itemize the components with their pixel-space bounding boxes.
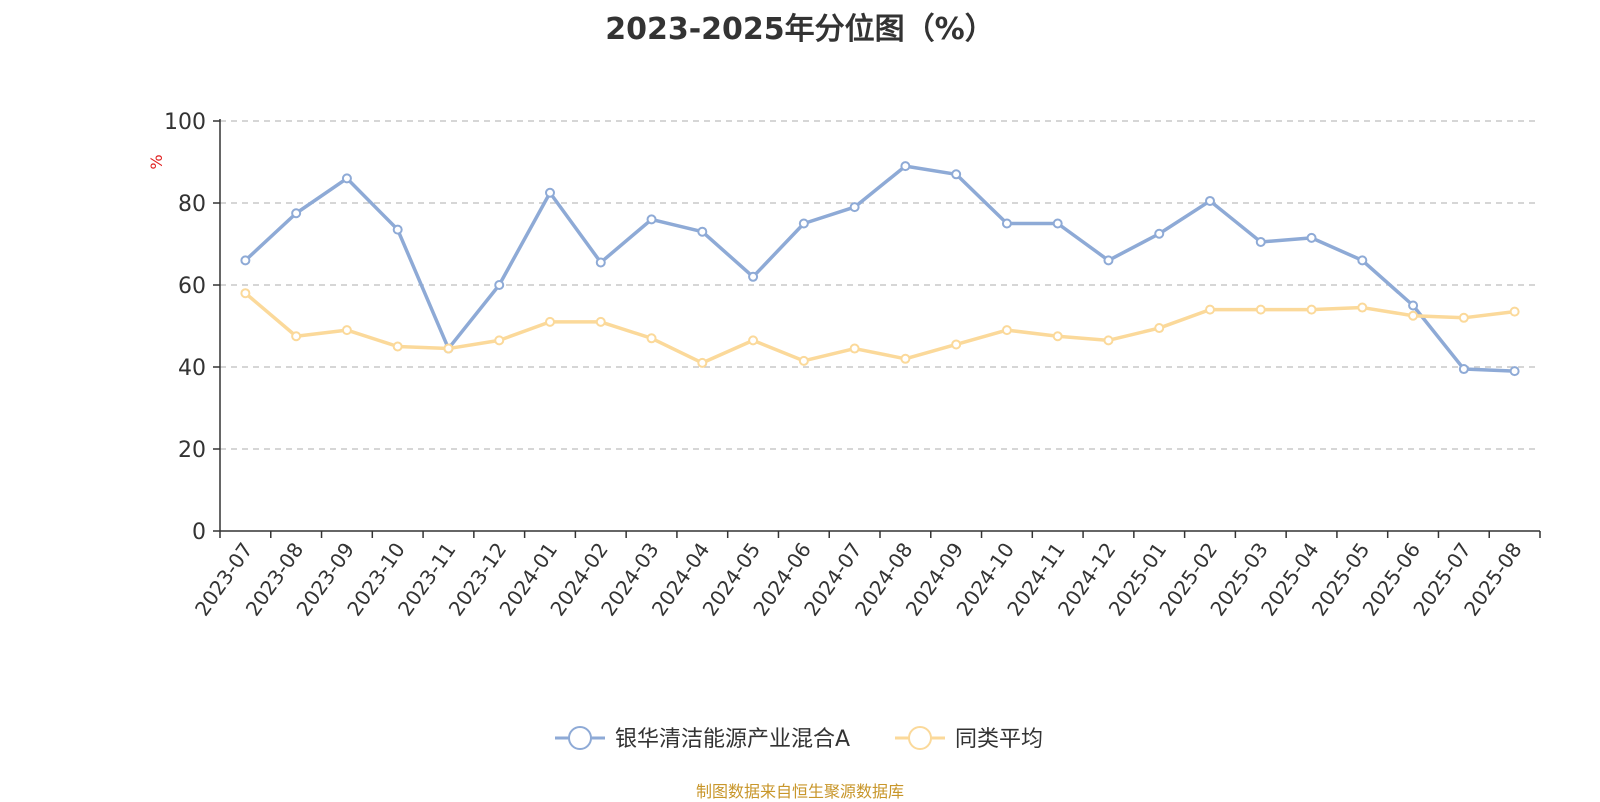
data-point: [1255, 304, 1266, 315]
data-point: [1001, 218, 1012, 229]
line-chart: 020406080100%2023-072023-082023-092023-1…: [147, 110, 1541, 752]
data-point: [1357, 302, 1368, 313]
series-line-1: [244, 164, 1515, 373]
data-point: [646, 333, 657, 344]
data-point: [1052, 218, 1063, 229]
y-tick-label: 100: [164, 110, 206, 135]
chart-title: 2023-2025年分位图（%）: [605, 12, 995, 47]
data-point: [1154, 228, 1165, 239]
data-point: [1408, 300, 1419, 311]
data-point: [341, 325, 352, 336]
data-point: [1001, 325, 1012, 336]
data-point: [595, 257, 606, 268]
data-point: [1205, 195, 1215, 206]
legend[interactable]: 银华清洁能源产业混合A 同类平均: [555, 726, 1043, 752]
data-point: [1103, 335, 1114, 346]
grid-lines: [220, 120, 1540, 450]
data-point: [697, 226, 708, 237]
data-point: [545, 316, 555, 327]
data-point: [291, 208, 302, 219]
data-point: [900, 161, 911, 172]
y-tick-label: 60: [178, 274, 206, 299]
data-point: [849, 343, 860, 354]
data-point: [240, 288, 251, 299]
data-source-note: 制图数据来自恒生聚源数据库: [695, 782, 904, 801]
legend-label: 同类平均: [955, 727, 1043, 752]
data-point: [392, 341, 403, 352]
y-tick-label: 20: [178, 438, 206, 463]
data-point: [798, 355, 809, 366]
data-point: [900, 353, 911, 364]
legend-marker: [568, 726, 592, 750]
y-tick-label: 40: [178, 356, 206, 381]
data-point: [545, 187, 555, 198]
data-point: [748, 335, 759, 346]
data-point: [748, 271, 759, 282]
data-point: [1306, 232, 1317, 243]
data-point: [494, 280, 505, 290]
data-point: [1103, 255, 1114, 266]
data-point: [1509, 366, 1520, 377]
data-point: [951, 339, 962, 350]
data-point: [494, 335, 505, 346]
data-point: [1052, 331, 1063, 342]
data-point: [1509, 306, 1520, 317]
data-point: [240, 255, 251, 266]
legend-label: 银华清洁能源产业混合A: [615, 727, 850, 752]
series-lines: [240, 161, 1520, 377]
data-point: [443, 343, 454, 354]
data-point: [1458, 364, 1469, 375]
data-point: [646, 214, 657, 225]
y-tick-label: 0: [192, 520, 206, 545]
y-tick-label: 80: [178, 192, 206, 217]
data-point: [392, 224, 403, 235]
data-point: [849, 202, 860, 213]
data-point: [1408, 310, 1419, 321]
y-axis-label: %: [147, 154, 166, 169]
legend-marker: [908, 726, 932, 750]
data-point: [1357, 255, 1368, 266]
data-point: [951, 169, 962, 180]
data-point: [1255, 236, 1266, 247]
data-point: [697, 357, 708, 368]
data-point: [1458, 312, 1469, 323]
data-point: [1205, 304, 1215, 315]
legend-item-2[interactable]: 同类平均: [895, 726, 1043, 752]
series-line-2: [244, 291, 1515, 365]
data-point: [595, 316, 606, 327]
data-point: [341, 173, 352, 184]
data-point: [291, 331, 302, 342]
legend-item-1[interactable]: 银华清洁能源产业混合A: [555, 726, 850, 752]
data-point: [798, 218, 809, 229]
data-point: [1306, 304, 1317, 315]
data-point: [1154, 323, 1165, 334]
